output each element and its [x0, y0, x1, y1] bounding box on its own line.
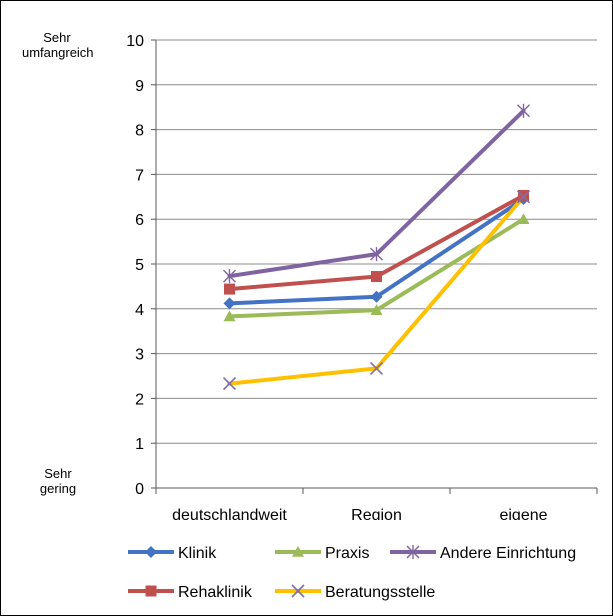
data-point-3-1 — [371, 271, 382, 283]
legend-marker-0 — [145, 546, 157, 558]
legend-marker-3 — [145, 585, 157, 597]
y-tick-label-8: 8 — [135, 123, 144, 140]
data-point-2-0 — [223, 269, 236, 284]
y-tick-label-0: 0 — [135, 481, 144, 498]
y-annotation-top-line2: umfangreich — [22, 45, 94, 60]
x-tick-labels: deutschlandweit Region eigene Einricht — [172, 507, 551, 543]
y-tick-label-6: 6 — [135, 212, 144, 229]
x-tick-label-0: deutschlandweit — [172, 507, 287, 524]
x-tick-label-2: eigene — [499, 507, 547, 524]
legend-label-2: Andere Einrichtung — [440, 545, 576, 562]
data-point-2-1 — [370, 247, 383, 262]
data-point-3-0 — [224, 283, 235, 295]
gridlines — [156, 39, 597, 444]
data-point-1-2 — [517, 213, 530, 224]
legend-label-4: Beratungsstelle — [325, 584, 435, 601]
x-tick-label-1: Region — [351, 507, 402, 524]
y-tick-label-2: 2 — [135, 391, 144, 408]
y-tick-label-9: 9 — [135, 78, 144, 95]
legend-item-1: Praxis — [275, 545, 369, 562]
data-point-4-1 — [369, 361, 384, 375]
y-annotation-bottom: Sehr gering — [38, 466, 78, 496]
legend-marker-1 — [292, 546, 304, 557]
legend-label-0: Klinik — [178, 545, 217, 562]
y-tick-label-3: 3 — [135, 347, 144, 364]
data-point-3-2 — [518, 189, 529, 201]
legend-item-2: Andere Einrichtung — [390, 545, 576, 562]
y-tick-label-10: 10 — [126, 33, 144, 50]
y-tick-labels: 0 1 2 3 4 5 6 7 8 9 10 — [126, 33, 144, 498]
y-annotation-bottom-line2: gering — [39, 481, 77, 496]
legend-item-3: Rehaklinik — [128, 584, 253, 601]
series-markers — [222, 103, 531, 391]
legend-marker-2 — [406, 545, 420, 559]
series-line-4 — [227, 194, 526, 386]
y-annotation-bottom-line1: Sehr — [44, 466, 72, 481]
y-tick-label-1: 1 — [135, 436, 144, 453]
legend: Klinik Praxis Andere Einrichtung Rehaklinik… — [128, 545, 576, 601]
data-point-0-0 — [223, 297, 236, 310]
y-annotation-top: Sehr umfangreich — [22, 30, 94, 60]
legend-item-0: Klinik — [128, 545, 217, 562]
data-point-1-1 — [370, 304, 383, 315]
data-point-0-1 — [370, 290, 383, 303]
legend-marker-4 — [291, 584, 305, 598]
y-annotation-top-line1: Sehr — [43, 30, 71, 45]
axes — [151, 39, 598, 494]
data-point-2-2 — [517, 103, 530, 118]
y-tick-label-7: 7 — [135, 167, 144, 184]
y-tick-label-4: 4 — [135, 302, 144, 319]
legend-label-3: Rehaklinik — [178, 584, 253, 601]
y-tick-label-5: 5 — [135, 257, 144, 274]
data-point-4-0 — [222, 377, 237, 391]
data-point-4-2 — [516, 190, 531, 204]
data-point-1-0 — [223, 310, 236, 322]
x-tick-label-2-line1: Einricht — [497, 526, 551, 543]
legend-label-1: Praxis — [325, 545, 369, 562]
legend-item-4: Beratungsstelle — [275, 584, 435, 601]
